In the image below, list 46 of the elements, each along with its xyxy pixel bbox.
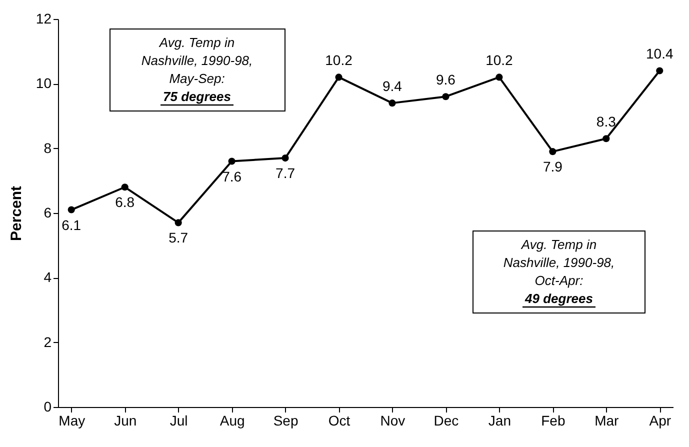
data-label: 10.2 xyxy=(325,52,353,68)
point xyxy=(388,100,396,107)
x-tick-label: Dec xyxy=(434,412,459,428)
data-label: 6.1 xyxy=(62,216,82,233)
data-label: 9.4 xyxy=(382,78,402,94)
point xyxy=(656,67,664,74)
x-tick-label: Feb xyxy=(541,412,566,428)
y-tick-label: 6 xyxy=(44,204,52,220)
x-tick-label: Jul xyxy=(170,412,188,428)
y-tick-label: 2 xyxy=(44,334,52,350)
x-tick-label: Sep xyxy=(273,412,298,428)
x-tick-label: Aug xyxy=(220,412,245,428)
annotation: Avg. Temp in Nashville, 1990-98, May-Sep: 75 degrees xyxy=(141,35,253,104)
point xyxy=(174,219,182,226)
y-axis-title: Percent xyxy=(8,186,25,242)
y-tick-label: 10 xyxy=(36,75,52,92)
point xyxy=(335,74,342,81)
x-tick-label: Jun xyxy=(114,412,137,428)
point xyxy=(121,184,128,191)
y-tick-label: 8 xyxy=(44,140,52,156)
data-label: 7.7 xyxy=(276,165,296,182)
x-tick-label: May xyxy=(58,412,86,428)
point xyxy=(68,206,75,214)
x-tick-label: Apr xyxy=(649,412,672,428)
x-tick-label: Nov xyxy=(380,412,406,428)
y-tick-label: 0 xyxy=(44,398,52,414)
point xyxy=(602,135,610,142)
point xyxy=(549,148,556,156)
data-label: 10.2 xyxy=(486,52,514,68)
y-tick-label: 12 xyxy=(36,10,52,26)
data-label: 9.6 xyxy=(436,72,456,88)
data-label: 7.9 xyxy=(542,158,563,175)
data-label: 8.3 xyxy=(596,114,616,130)
data-label: 6.8 xyxy=(115,194,135,210)
y-tick-label: 4 xyxy=(44,269,52,286)
x-tick-label: Mar xyxy=(594,412,620,428)
point xyxy=(442,93,450,100)
annotation: Avg. Temp in Nashville, 1990-98, Oct-Apr: 49 degrees xyxy=(503,237,615,306)
data-label: 7.6 xyxy=(222,168,242,184)
point xyxy=(496,74,503,81)
data-label: 5.7 xyxy=(168,230,188,246)
point xyxy=(282,154,289,162)
x-tick-label: Oct xyxy=(328,412,350,428)
data-label: 10.4 xyxy=(646,46,674,62)
point xyxy=(228,158,236,165)
x-tick-label: Jan xyxy=(488,412,511,428)
